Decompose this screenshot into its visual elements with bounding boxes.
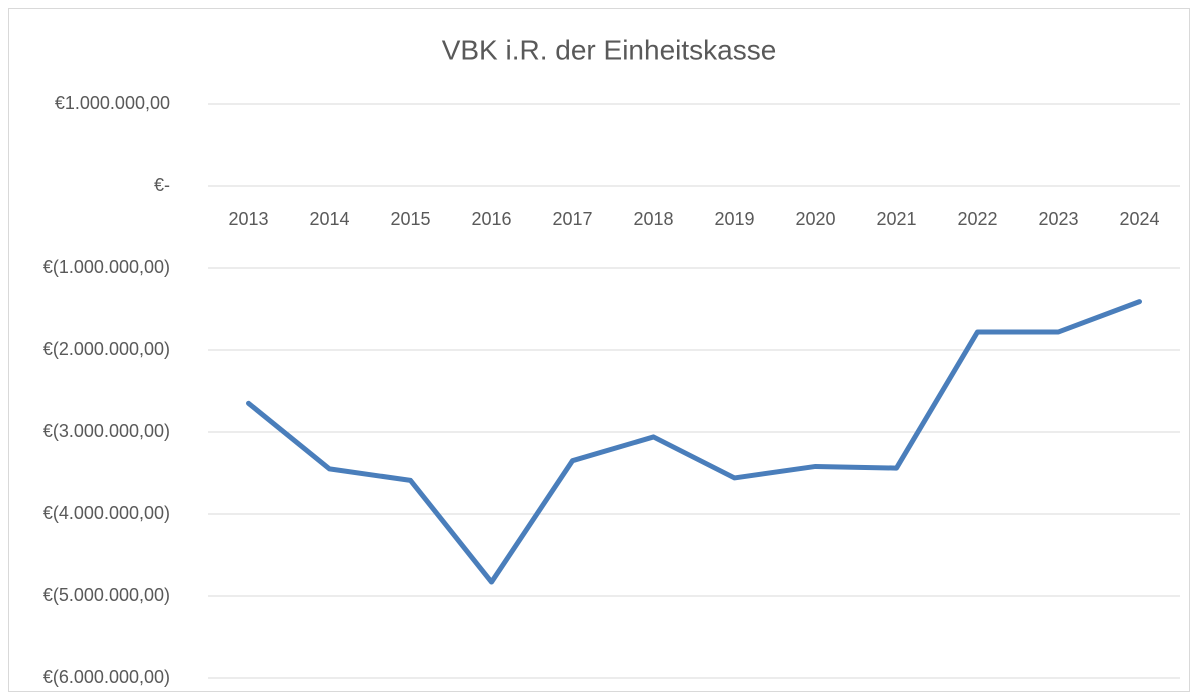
x-tick-label: 2017	[552, 209, 592, 229]
x-tick-label: 2023	[1038, 209, 1078, 229]
series-line	[246, 299, 1142, 585]
y-tick-label: €(5.000.000,00)	[43, 585, 170, 605]
x-tick-label: 2014	[309, 209, 349, 229]
chart-title: VBK i.R. der Einheitskasse	[442, 34, 777, 65]
x-tick-label: 2015	[390, 209, 430, 229]
y-tick-label: €-	[154, 175, 170, 195]
y-tick-label: €(3.000.000,00)	[43, 421, 170, 441]
x-tick-label: 2024	[1119, 209, 1159, 229]
y-tick-label: €(2.000.000,00)	[43, 339, 170, 359]
y-tick-label: €1.000.000,00	[55, 93, 170, 113]
x-tick-label: 2016	[471, 209, 511, 229]
x-tick-label: 2018	[633, 209, 673, 229]
x-tick-label: 2013	[228, 209, 268, 229]
y-tick-label: €(1.000.000,00)	[43, 257, 170, 277]
y-tick-label: €(6.000.000,00)	[43, 667, 170, 687]
x-tick-label: 2019	[714, 209, 754, 229]
x-tick-label: 2021	[876, 209, 916, 229]
y-tick-label: €(4.000.000,00)	[43, 503, 170, 523]
x-tick-label: 2020	[795, 209, 835, 229]
x-tick-label: 2022	[957, 209, 997, 229]
